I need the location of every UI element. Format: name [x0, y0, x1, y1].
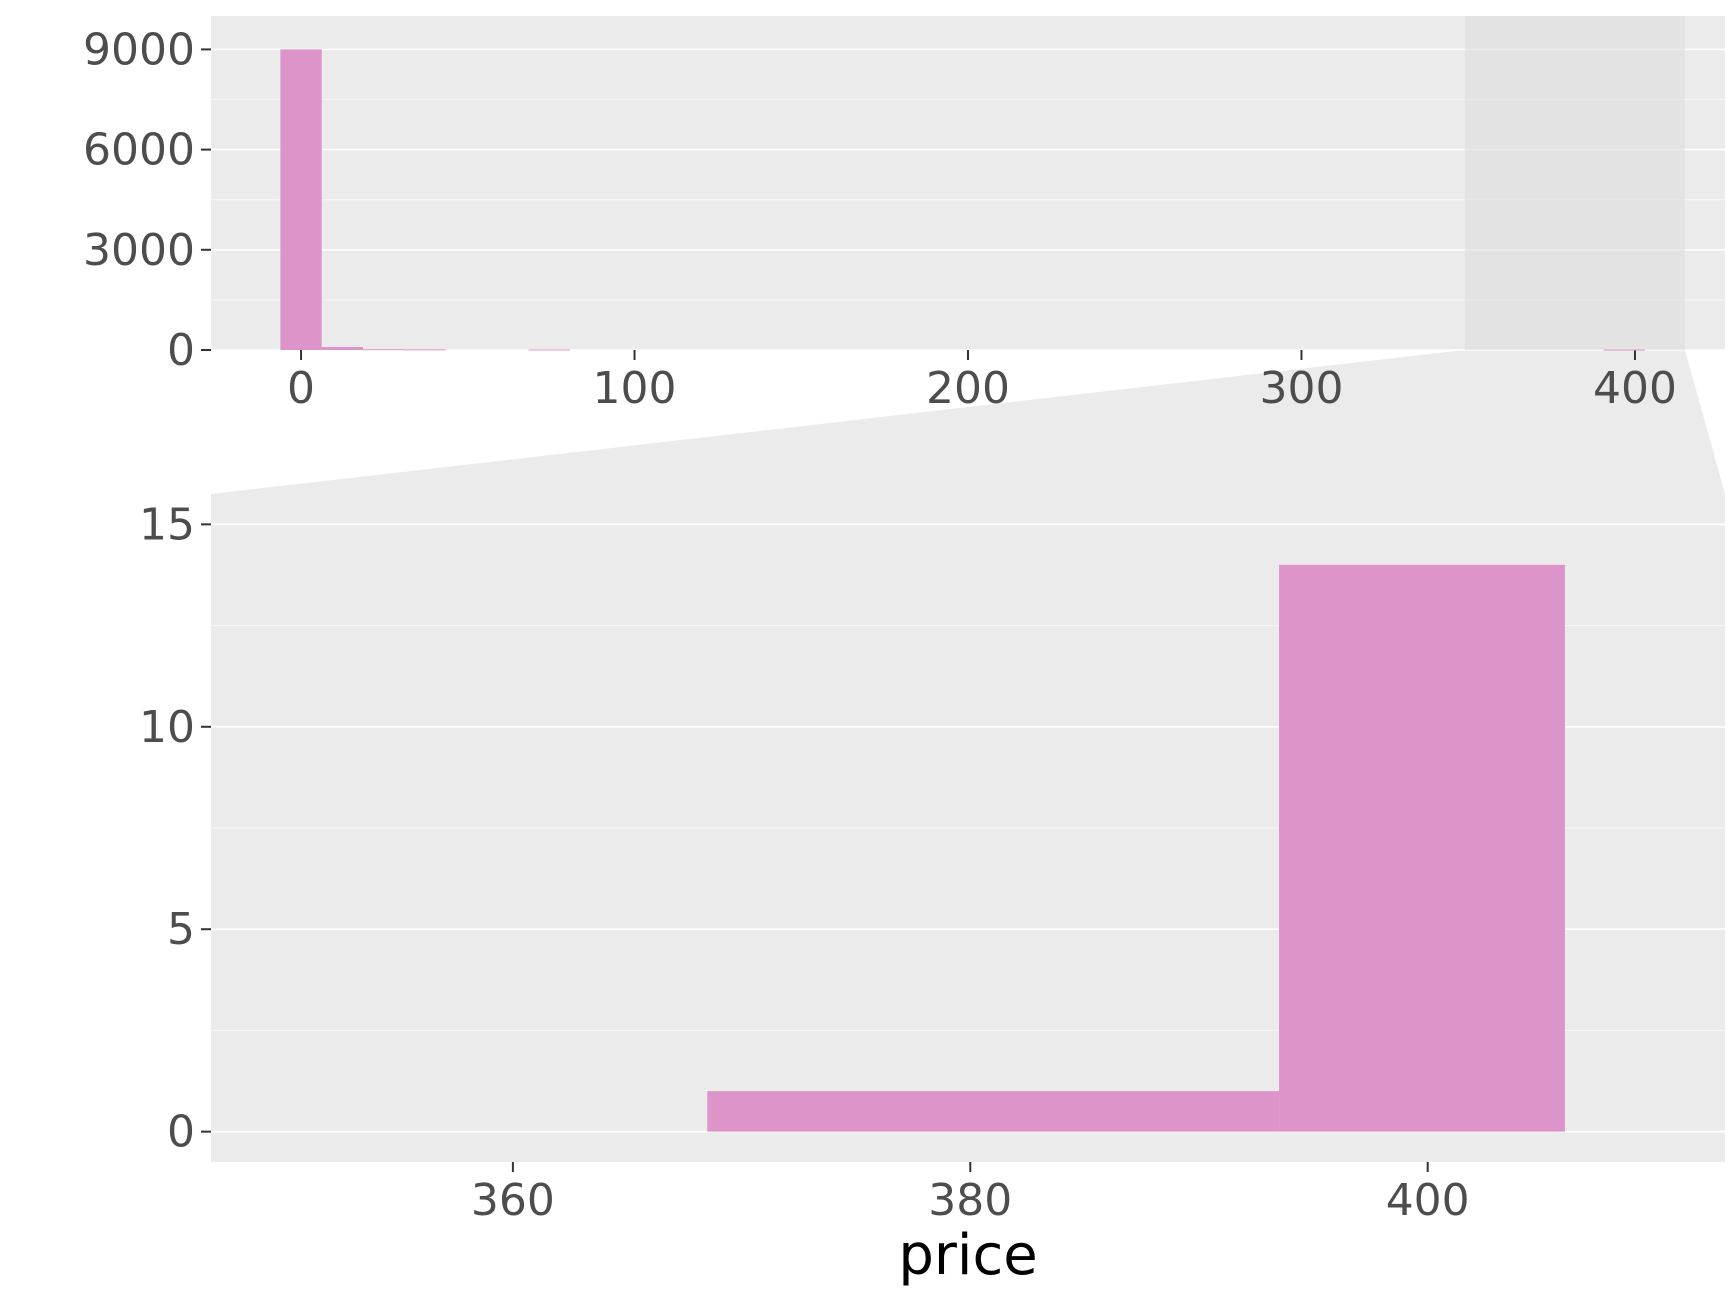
- overview-y-tick-label: 0: [167, 325, 195, 376]
- x-axis-title: price: [898, 1223, 1037, 1288]
- overview-x-tick-label: 200: [926, 363, 1010, 414]
- zoom-x-tick-label: 360: [471, 1175, 555, 1226]
- zoom-x-tick-label: 400: [1386, 1175, 1470, 1226]
- overview-x-tick-label: 0: [287, 363, 315, 414]
- overview-histogram-bar-4: [528, 349, 570, 351]
- zoom-connector: [211, 350, 1725, 494]
- zoom-histogram-bar-1: [1279, 564, 1565, 1132]
- overview-histogram-bar-0: [280, 49, 322, 351]
- overview-x-tick-label: 100: [593, 363, 677, 414]
- overview-y-tick-label: 9000: [83, 24, 195, 75]
- zoom-x-tick-label: 380: [928, 1175, 1012, 1226]
- zoom-y-tick-label: 15: [139, 499, 195, 550]
- zoom-histogram-bar-0: [707, 1091, 1280, 1132]
- zoom-region-highlight: [1464, 16, 1685, 350]
- zoom-y-tick-label: 10: [139, 702, 195, 753]
- overview-histogram-bar-1: [321, 346, 364, 350]
- overview-y-tick-label: 3000: [83, 225, 195, 276]
- zoom-y-tick-label: 5: [167, 904, 195, 955]
- overview-histogram-bar-2: [363, 349, 405, 351]
- zoom-y-tick-label: 0: [167, 1107, 195, 1158]
- overview-x-tick-label: 300: [1259, 363, 1343, 414]
- overview-y-tick-label: 6000: [83, 125, 195, 176]
- overview-histogram-bar-3: [404, 349, 446, 351]
- overview-histogram-bar-zoomed-5: [1603, 349, 1645, 351]
- overview-x-tick-label: 400: [1593, 363, 1677, 414]
